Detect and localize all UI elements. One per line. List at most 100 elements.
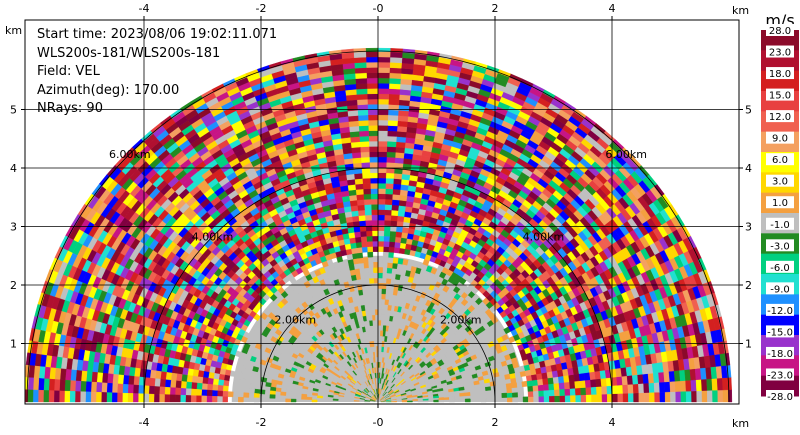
tick-label-x-top: -4 bbox=[139, 2, 150, 15]
velocity-cell bbox=[169, 394, 176, 403]
velocity-cell bbox=[542, 383, 550, 391]
velocity-cell bbox=[622, 393, 629, 403]
velocity-cell bbox=[285, 398, 292, 403]
tick-label-y-right: 4 bbox=[745, 162, 752, 175]
velocity-cell bbox=[95, 391, 102, 403]
velocity-cell bbox=[387, 119, 398, 127]
velocity-cell bbox=[377, 109, 389, 116]
velocity-cell bbox=[377, 267, 383, 274]
velocity-cell bbox=[401, 312, 407, 320]
colorbar-label: -12.0 bbox=[767, 306, 793, 317]
velocity-cell bbox=[362, 257, 369, 264]
velocity-cell bbox=[353, 51, 367, 58]
velocity-cell bbox=[361, 162, 371, 169]
velocity-cell bbox=[612, 393, 619, 403]
velocity-cell bbox=[387, 262, 393, 269]
velocity-cell bbox=[377, 93, 390, 100]
velocity-cell bbox=[101, 372, 109, 384]
velocity-cell bbox=[367, 98, 379, 105]
velocity-cell bbox=[574, 380, 581, 389]
velocity-cell bbox=[365, 51, 379, 58]
velocity-cell bbox=[227, 391, 234, 398]
velocity-cell bbox=[391, 262, 398, 270]
velocity-cell bbox=[617, 393, 624, 403]
velocity-cell bbox=[117, 374, 125, 385]
velocity-cell bbox=[563, 374, 570, 383]
velocity-cell bbox=[355, 188, 364, 196]
velocity-cell bbox=[685, 390, 692, 403]
velocity-cell bbox=[547, 377, 554, 385]
velocity-cell bbox=[365, 61, 379, 68]
velocity-cell bbox=[410, 266, 417, 273]
velocity-cell bbox=[389, 72, 402, 79]
velocity-cell bbox=[435, 318, 442, 326]
velocity-cell bbox=[372, 246, 379, 252]
velocity-cell bbox=[590, 386, 597, 395]
velocity-cell bbox=[369, 277, 375, 284]
velocity-cell bbox=[249, 383, 256, 390]
velocity-cell bbox=[366, 235, 373, 242]
velocity-cell bbox=[370, 193, 379, 200]
velocity-cell bbox=[359, 140, 370, 148]
velocity-cell bbox=[392, 387, 399, 392]
velocity-cell bbox=[395, 146, 405, 154]
tick-label-x-bottom: -4 bbox=[139, 416, 150, 429]
velocity-cell bbox=[654, 391, 661, 403]
velocity-cell bbox=[390, 383, 396, 389]
velocity-cell bbox=[357, 109, 369, 116]
velocity-cell bbox=[596, 386, 603, 395]
velocity-cell bbox=[357, 257, 364, 264]
velocity-cell bbox=[580, 387, 587, 396]
velocity-cell bbox=[387, 257, 394, 264]
velocity-cell bbox=[350, 205, 359, 212]
velocity-cell bbox=[377, 256, 384, 263]
axis-unit-right-bottom: km bbox=[732, 417, 749, 430]
velocity-cell bbox=[364, 401, 370, 403]
velocity-cell bbox=[480, 394, 487, 399]
velocity-cell bbox=[521, 380, 528, 388]
velocity-cell bbox=[643, 392, 650, 403]
velocity-cell bbox=[674, 380, 682, 392]
velocity-cell bbox=[633, 392, 640, 403]
velocity-cell bbox=[387, 130, 398, 137]
colorbar-label: -15.0 bbox=[767, 327, 793, 338]
velocity-cell bbox=[348, 125, 360, 133]
velocity-cell bbox=[425, 352, 432, 359]
velocity-cell bbox=[196, 376, 204, 384]
velocity-cell bbox=[370, 204, 379, 210]
velocity-cell bbox=[559, 388, 566, 396]
velocity-cell bbox=[429, 380, 437, 386]
velocity-cell bbox=[360, 241, 368, 248]
velocity-cell bbox=[377, 98, 389, 105]
velocity-cell bbox=[382, 325, 387, 332]
velocity-cell bbox=[116, 392, 123, 403]
velocity-cell bbox=[351, 146, 361, 154]
velocity-cell bbox=[437, 392, 444, 396]
velocity-cell bbox=[127, 375, 135, 386]
velocity-cell bbox=[148, 393, 155, 403]
velocity-cell bbox=[386, 140, 397, 148]
velocity-cell bbox=[377, 114, 389, 121]
velocity-cell bbox=[685, 379, 692, 392]
velocity-cell bbox=[384, 293, 390, 300]
velocity-cell bbox=[396, 130, 407, 138]
velocity-cell bbox=[169, 387, 176, 396]
axis-unit-left-top: km bbox=[5, 24, 22, 37]
colorbar-label: 15.0 bbox=[769, 91, 791, 102]
velocity-cell bbox=[350, 141, 361, 149]
velocity-cell bbox=[575, 394, 582, 403]
velocity-cell bbox=[175, 380, 182, 389]
velocity-cell bbox=[691, 390, 698, 403]
velocity-cell bbox=[386, 272, 392, 279]
velocity-cell bbox=[406, 400, 413, 403]
velocity-cell bbox=[480, 390, 487, 396]
velocity-cell bbox=[382, 251, 389, 258]
velocity-cell bbox=[377, 272, 383, 279]
velocity-cell bbox=[385, 172, 395, 179]
velocity-cell bbox=[377, 61, 391, 68]
velocity-cell bbox=[505, 383, 513, 389]
start-time-text: Start time: 2023/08/06 19:02:11.071 bbox=[37, 27, 278, 42]
velocity-cell bbox=[413, 382, 420, 387]
velocity-cell bbox=[365, 219, 373, 227]
velocity-cell bbox=[159, 378, 166, 388]
